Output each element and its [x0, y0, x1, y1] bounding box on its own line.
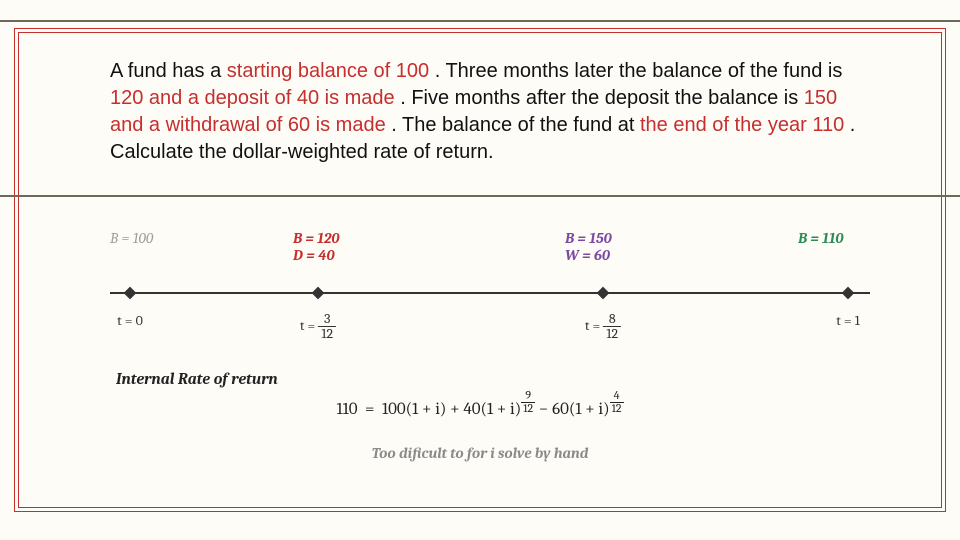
- balance-line: B = 120: [293, 229, 340, 247]
- problem-highlight: 120 and a deposit of 40 is made: [110, 87, 400, 109]
- eq-term1-coef: 100: [382, 400, 406, 419]
- problem-highlight: the end of the year 110: [640, 114, 850, 136]
- eq-lhs: 110: [336, 400, 357, 419]
- t-label-3: t = 1: [836, 312, 860, 329]
- footnote-text: Too dificult to for i solve by hand: [0, 444, 960, 462]
- timeline-label-1: B = 120 D = 40: [293, 230, 340, 263]
- top-horizontal-rule: [0, 20, 960, 22]
- cashflow-line: W = 60: [565, 246, 610, 264]
- eq-term3-base: (1 + i): [569, 400, 610, 419]
- mid-horizontal-rule: [0, 195, 960, 197]
- balance-line: B = 110: [798, 229, 844, 247]
- eq-term3-exp: 412: [610, 390, 624, 415]
- problem-seg: . The balance of the fund at: [391, 114, 640, 136]
- problem-seg: A fund has a: [110, 60, 227, 82]
- problem-seg: . Three months later the balance of the …: [435, 60, 843, 82]
- irr-heading: Internal Rate of return: [116, 370, 278, 388]
- eq-term1-base: (1 + i): [406, 400, 447, 419]
- irr-equation: 110 = 100(1 + i) + 40(1 + i)912 − 60(1 +…: [0, 400, 960, 425]
- eq-term2-coef: 40: [463, 400, 480, 419]
- t-label-1: t = 312: [300, 312, 336, 341]
- eq-plus: +: [450, 400, 463, 419]
- timeline-label-3: B = 110: [798, 230, 844, 247]
- balance-line: B = 100: [110, 229, 153, 247]
- eq-term2-exp: 912: [521, 390, 535, 415]
- problem-highlight: starting balance of 100: [227, 60, 435, 82]
- eq-term2-base: (1 + i): [481, 400, 522, 419]
- t-label-0: t = t = 00: [117, 312, 143, 329]
- problem-seg: . Five months after the deposit the bala…: [400, 87, 804, 109]
- eq-minus: −: [539, 400, 552, 419]
- cashflow-line: D = 40: [293, 246, 335, 264]
- slide: A fund has a starting balance of 100 . T…: [0, 0, 960, 540]
- eq-term3-coef: 60: [552, 400, 569, 419]
- t-label-2: t = 812: [585, 312, 621, 341]
- timeline-axis: [110, 292, 870, 294]
- timeline-label-0: B = 100: [110, 230, 153, 247]
- timeline-label-2: B = 150 W = 60: [565, 230, 612, 263]
- problem-text: A fund has a starting balance of 100 . T…: [110, 58, 870, 166]
- balance-line: B = 150: [565, 229, 612, 247]
